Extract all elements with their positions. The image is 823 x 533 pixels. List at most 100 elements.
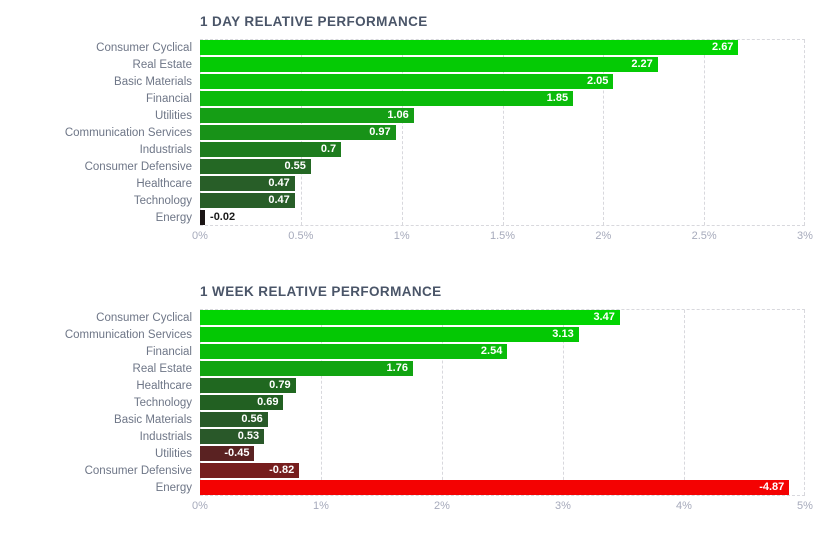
performance-bar: 3.13	[200, 327, 579, 342]
gridline	[804, 310, 805, 495]
x-axis-tick: 0%	[192, 500, 208, 512]
category-label: Communication Services	[64, 126, 192, 139]
bar-value: -4.87	[759, 481, 785, 493]
bar-track: -0.82	[200, 463, 805, 478]
bar-row: Industrials 0.7	[0, 141, 823, 158]
performance-bar: 2.54	[200, 344, 508, 359]
category-label: Consumer Cyclical	[96, 311, 192, 324]
chart-title-1week: 1 WEEK RELATIVE PERFORMANCE	[200, 284, 442, 299]
bar-value: 1.06	[387, 109, 409, 121]
bar-track: 0.53	[200, 429, 805, 444]
x-axis-1day: 0% 0.5% 1% 1.5% 2% 2.5% 3%	[192, 226, 813, 244]
bar-value: 0.56	[241, 413, 263, 425]
x-axis-tick: 4%	[676, 500, 692, 512]
category-label: Real Estate	[132, 362, 192, 375]
bar-row: Energy -0.02	[0, 209, 823, 226]
x-axis-tick: 2.5%	[691, 230, 717, 242]
chart-section-1week: 1 WEEK RELATIVE PERFORMANCE Consumer Cyc…	[0, 284, 823, 514]
performance-bar: 0.47	[200, 193, 295, 208]
x-axis-tick: 1.5%	[489, 230, 516, 242]
category-label: Basic Materials	[114, 413, 192, 426]
x-axis-tick: 5%	[797, 500, 813, 512]
gridline	[704, 40, 706, 225]
bar-row: Basic Materials 0.56	[0, 411, 823, 428]
gridline	[684, 310, 685, 495]
x-axis-tick: 0.5%	[288, 230, 314, 242]
bar-row: Technology 0.69	[0, 394, 823, 411]
bar-row: Consumer Defensive -0.82	[0, 462, 823, 479]
category-label: Consumer Defensive	[84, 160, 192, 173]
performance-bar: 2.67	[200, 40, 739, 55]
bar-track: 2.05	[200, 74, 805, 89]
bar-value: 3.47	[593, 311, 615, 323]
bar-track: -4.87	[200, 480, 805, 495]
performance-bar: 0.47	[200, 176, 295, 191]
category-label: Real Estate	[132, 58, 192, 71]
bar-value: 0.97	[369, 126, 391, 138]
performance-bar: 0.79	[200, 378, 296, 393]
gridline	[603, 40, 605, 225]
bar-value: 2.05	[586, 75, 609, 87]
bar-row: Communication Services 0.97	[0, 124, 823, 141]
x-axis-tick: 0%	[192, 230, 208, 242]
bar-value: 0.55	[284, 160, 306, 172]
bar-track: 1.85	[200, 91, 805, 106]
x-axis-tick: 1%	[313, 500, 329, 512]
chart-title-1day: 1 DAY RELATIVE PERFORMANCE	[200, 14, 428, 29]
performance-bar: 0.55	[200, 159, 311, 174]
x-axis-tick: 1%	[393, 230, 410, 242]
bar-value: 0.7	[320, 143, 337, 155]
plot-area-1day: Consumer Cyclical 2.67 Real Estate 2.27 Basi…	[0, 39, 823, 226]
bar-track: 0.79	[200, 378, 805, 393]
x-axis-tick: 3%	[797, 230, 813, 242]
bar-track: 3.47	[200, 310, 805, 325]
performance-bar: -0.45	[200, 446, 255, 461]
performance-bar: 0.69	[200, 395, 284, 410]
bar-row: Energy -4.87	[0, 479, 823, 496]
bar-row: Financial 2.54	[0, 343, 823, 360]
category-label: Energy	[155, 211, 192, 224]
performance-bar: 0.53	[200, 429, 265, 444]
category-label: Financial	[145, 92, 192, 105]
performance-bar: -0.82	[200, 463, 300, 478]
gridline	[563, 310, 564, 495]
bar-value: 2.27	[631, 58, 653, 70]
category-label: Energy	[155, 481, 192, 494]
bar-track: 1.76	[200, 361, 805, 376]
chart-section-1day: 1 DAY RELATIVE PERFORMANCE Consumer Cycl…	[0, 14, 823, 244]
bar-track: 2.54	[200, 344, 805, 359]
bar-value: 0.69	[257, 396, 279, 408]
gridline	[321, 310, 322, 495]
bar-row: Financial 1.85	[0, 90, 823, 107]
performance-bar	[200, 210, 205, 225]
plot-area-1week: Consumer Cyclical 3.47 Communication Servi…	[0, 309, 823, 496]
bar-track: 0.69	[200, 395, 805, 410]
bar-track: -0.45	[200, 446, 805, 461]
category-label: Basic Materials	[114, 75, 192, 88]
bar-track: 0.97	[200, 125, 805, 140]
gridline	[401, 40, 403, 225]
chart-rows-1day: Consumer Cyclical 2.67 Real Estate 2.27 Basi…	[0, 39, 823, 226]
bar-row: Basic Materials 2.05	[0, 73, 823, 90]
performance-bar: 0.56	[200, 412, 268, 427]
bar-value: 3.13	[552, 328, 574, 340]
bar-value: -0.82	[269, 464, 295, 476]
bar-row: Technology 0.47	[0, 192, 823, 209]
bar-track: 2.27	[200, 57, 805, 72]
category-label: Technology	[133, 396, 192, 409]
category-label: Industrials	[139, 430, 192, 443]
bar-row: Healthcare 0.79	[0, 377, 823, 394]
bar-track: 0.56	[200, 412, 805, 427]
category-label: Technology	[133, 194, 192, 207]
performance-bar: 0.97	[200, 125, 396, 140]
bar-track: -0.02	[200, 210, 805, 225]
x-axis-1week: 0% 1% 2% 3% 4% 5%	[192, 496, 813, 514]
bar-value: -0.02	[210, 211, 236, 223]
bar-value: -0.45	[224, 447, 250, 459]
performance-bar: 1.76	[200, 361, 413, 376]
bar-value: 0.79	[269, 379, 291, 391]
category-label: Communication Services	[64, 328, 192, 341]
bar-value: 1.85	[546, 92, 569, 104]
bar-value: 0.53	[237, 430, 260, 442]
